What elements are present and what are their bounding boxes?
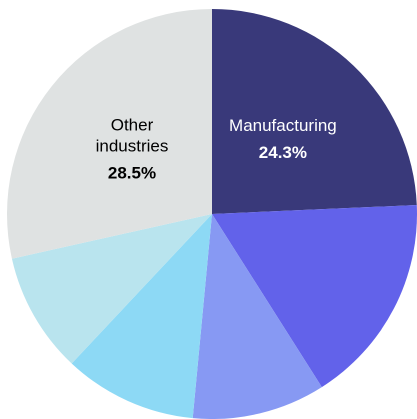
slice-label-1: Manufacturing xyxy=(229,116,337,135)
pie-slice-6 xyxy=(7,9,212,259)
slice-label-6-line-1: Other xyxy=(111,115,154,134)
pie-slice-5 xyxy=(11,214,212,364)
pie-slice-1 xyxy=(212,9,417,214)
pie-slices xyxy=(7,9,417,419)
pie-slice-2 xyxy=(212,204,417,388)
slice-label-6-line-2: industries xyxy=(96,136,169,155)
slice-value-6: 28.5% xyxy=(108,163,156,182)
pie-slice-3 xyxy=(192,214,322,419)
pie-slice-4 xyxy=(71,214,212,419)
pie-labels: Manufacturing 24.3% Other industries 28.5% xyxy=(96,115,337,182)
slice-value-1: 24.3% xyxy=(259,143,307,162)
